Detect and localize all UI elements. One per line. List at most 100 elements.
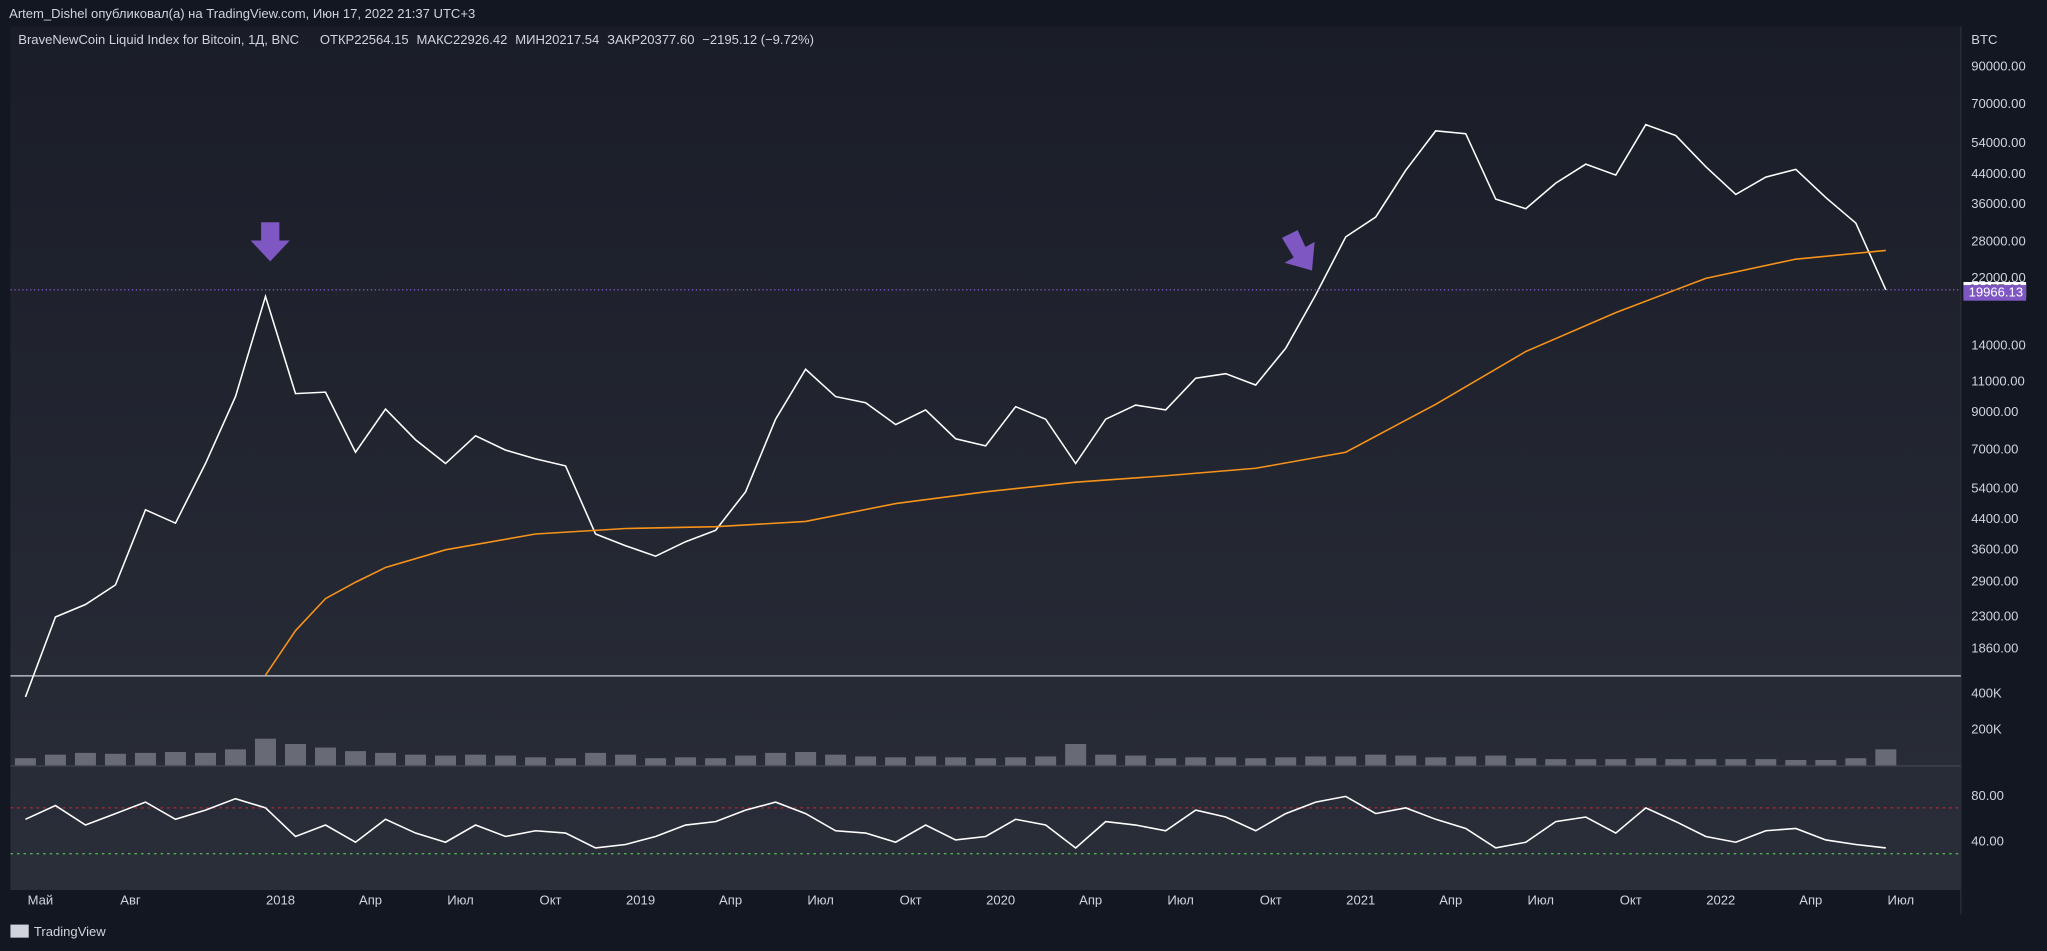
volume-bar [134,752,156,766]
y-tick-label: 36000.00 [1971,196,2025,211]
x-tick-label: Май [28,893,54,908]
volume-bar [1125,755,1147,766]
x-tick-label: 2022 [1706,893,1735,908]
volume-bar [1275,757,1297,766]
volume-bar [645,758,667,766]
x-tick-label: Июл [447,893,474,908]
volume-bar [555,758,577,766]
brand-logo [10,924,29,938]
volume-bar [1635,758,1657,766]
ohlc-label: МИН [515,32,545,47]
volume-bar [585,752,607,766]
volume-bar [1755,759,1777,766]
volume-bar [1875,749,1897,766]
volume-bar [1035,756,1057,766]
volume-bar [1155,758,1177,766]
x-tick-label: 2020 [986,893,1015,908]
x-tick-label: Июл [1167,893,1194,908]
volume-bar [1365,754,1387,766]
y-tick-label: 2300.00 [1971,608,2018,623]
change-label: −2195.12 (−9.72%) [702,32,814,47]
volume-bar [825,754,847,766]
ohlc-value: 20377.60 [640,32,694,47]
volume-bar [254,738,276,766]
arrow [1281,230,1315,271]
y-tick-label: 200K [1971,721,2002,736]
x-tick-label: Окт [900,893,922,908]
header-title: Artem_Dishel опубликовал(а) на TradingVi… [9,6,475,21]
volume-bar [1665,759,1687,766]
volume-bar [104,753,126,766]
x-tick-label: Апр [719,893,742,908]
y-tick-label: 40.00 [1971,834,2004,849]
series-line [264,249,1886,676]
volume-bar [615,754,637,766]
y-tick-label: 5400.00 [1971,480,2018,495]
chart-bg [10,26,1961,890]
volume-bar [1725,759,1747,766]
volume-bar [1815,759,1837,766]
volume-bar [1395,755,1417,766]
y-tick-label: 90000.00 [1971,58,2025,73]
y-tick-label: 1860.00 [1971,640,2018,655]
y-tick-label: 11000.00 [1971,374,2024,389]
x-tick-label: Авг [120,893,141,908]
volume-bar [1605,759,1627,766]
x-tick-label: Апр [1799,893,1822,908]
volume-bar [885,757,907,766]
volume-bar [194,752,216,766]
y-tick-label: 14000.00 [1971,338,2025,353]
volume-bar [1005,757,1027,766]
volume-bar [465,754,487,766]
x-tick-label: Апр [359,893,382,908]
volume-bar [675,757,697,766]
price-badge-label: 19966.13 [1969,284,2023,299]
x-tick-label: Окт [1260,893,1282,908]
price-badge [1963,285,2027,301]
volume-bar [945,757,967,766]
volume-bar [975,758,997,766]
ohlc-value: 20217.54 [545,32,599,47]
x-tick-label: 2019 [626,893,655,908]
volume-bar [1455,756,1477,766]
ohlc-value: 22926.42 [453,32,507,47]
volume-bar [795,752,817,766]
x-tick-label: Окт [1620,893,1642,908]
volume-bar [1695,759,1717,766]
ohlc-label: МАКС [417,32,453,47]
x-tick-label: Апр [1439,893,1462,908]
volume-bar [405,754,427,766]
volume-bar [74,752,96,766]
series-line [25,795,1886,849]
volume-bar [915,756,937,766]
y-tick-label: 80.00 [1971,788,2004,803]
x-tick-label: Июл [1888,893,1915,908]
x-tick-label: 2021 [1346,893,1375,908]
volume-bar [435,755,457,766]
volume-bar [735,755,757,766]
volume-bar [495,755,517,766]
y-tick-label: 3600.00 [1971,541,2018,556]
ohlc-value: 22564.15 [354,32,408,47]
volume-bar [164,752,186,766]
volume-bar [1095,754,1117,766]
volume-bar [1575,759,1597,766]
volume-bar [1785,759,1807,766]
volume-bar [1485,755,1507,766]
y-tick-label: 9000.00 [1971,404,2018,419]
symbol-title: BraveNewCoin Liquid Index for Bitcoin, 1… [18,32,299,47]
y-tick-label: 54000.00 [1971,135,2025,150]
series-line [24,123,1887,698]
volume-bar [375,752,397,766]
volume-bar [284,744,307,766]
volume-bar [855,756,877,766]
volume-bar [1515,758,1537,766]
volume-bar [1305,756,1327,766]
arrow [250,222,290,262]
x-tick-label: Июл [1528,893,1555,908]
volume-bar [1845,758,1867,766]
volume-bar [1245,758,1267,766]
volume-bar [765,752,787,766]
x-tick-label: 2018 [266,893,295,908]
